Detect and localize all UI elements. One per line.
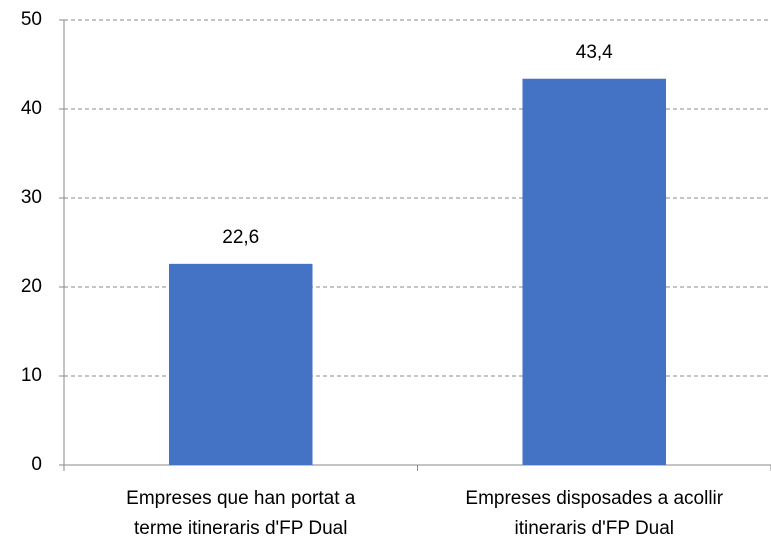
bar <box>168 263 313 465</box>
y-tick-label: 10 <box>21 365 42 386</box>
x-tick-label: Empreses que han portat a terme itinerar… <box>126 488 356 539</box>
y-tick-label: 20 <box>21 276 42 297</box>
y-tick-label: 30 <box>21 187 42 208</box>
value-label: 22,6 <box>222 227 259 248</box>
bar <box>522 78 667 466</box>
value-label: 43,4 <box>576 42 613 63</box>
y-tick-label: 50 <box>21 9 42 30</box>
y-tick-label: 40 <box>21 98 42 119</box>
x-tick-label: Empreses disposades a acollir itineraris… <box>465 488 724 539</box>
y-tick-label: 0 <box>31 454 42 475</box>
